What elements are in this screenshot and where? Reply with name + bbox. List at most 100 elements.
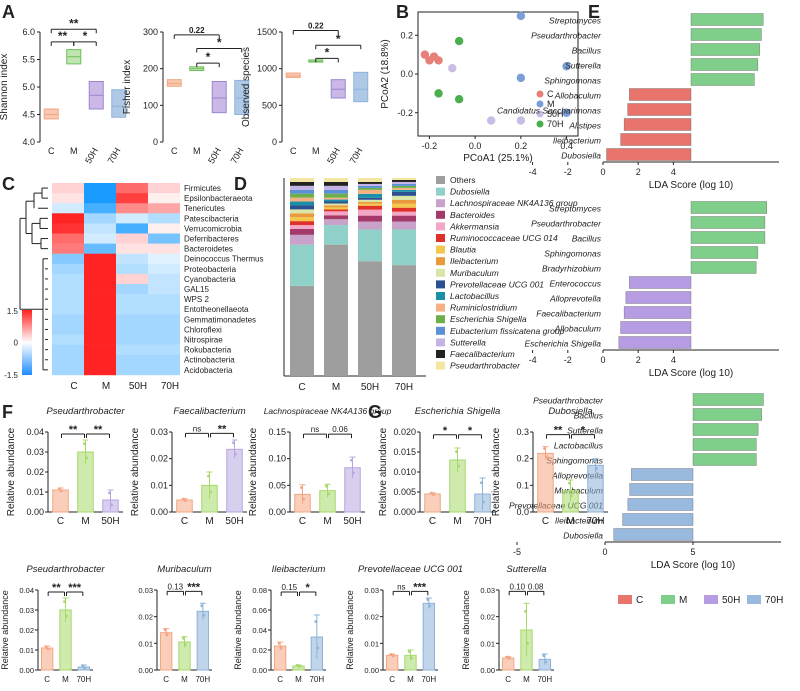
y-tick-label: 0.00 [364,666,379,675]
lda-bar-M [690,261,757,274]
lda-bar-M [690,13,764,26]
legend-label: Ileibacterium [450,256,498,266]
sig-label: ns [311,425,319,434]
point-C [434,56,443,65]
x-tick-label: -0.2 [422,141,438,151]
data-point [182,497,185,501]
data-point [325,484,328,488]
y-tick-label: 0.015 [393,447,416,457]
y-tick-label: 200 [143,64,158,74]
lda-taxon-label: Lactobacillus [554,441,604,451]
y-tick-label: 0 [153,137,158,147]
sig-label: ** [554,425,563,437]
stack-segment [290,193,314,198]
lda-taxon-label: Streptomyces [549,204,602,214]
legend-swatch [436,350,445,358]
x-tick-label: M [205,516,213,527]
heat-col-label: M [102,381,110,392]
lda-taxon-label: Bacillus [572,234,602,244]
x-axis-label: LDA Score (log 10) [649,180,734,191]
y-tick-label: 0.02 [150,454,168,464]
y-tick-label: 0.01 [150,480,168,490]
y-tick-label: 0.1 [516,480,529,490]
lda-taxon-label: Alistipes [568,121,601,131]
data-point [544,660,548,664]
x-tick-label: C [542,516,549,527]
legend-label: C [636,595,643,606]
lda-taxon-label: Ileibacterium [555,516,603,526]
y-tick-label: 0.010 [393,467,416,477]
stack-segment [290,217,314,222]
y-tick-label: 500 [262,100,277,110]
lda-bar-M [690,43,760,56]
bar-C [176,499,193,513]
heat-row-label: Tenericutes [184,204,225,213]
lda-bar-C [623,118,692,131]
lda-bar-C [606,148,692,161]
point-50H [448,63,457,73]
lda-bar-50H [623,306,692,319]
y-tick-label: 0.03 [138,586,153,595]
stack-segment [290,205,314,210]
y-tick-label: 0.03 [480,586,495,595]
lda-bar-M [690,73,755,86]
heat-cell [148,203,180,214]
heat-row-label: Patescibacteria [184,214,239,223]
lda-bar-M [692,408,762,421]
heat-cell [84,354,116,366]
lda-taxon-label: Faecalibacterium [536,309,601,319]
lda-taxon-label: Sphingomonas [544,76,601,86]
lda-taxon-label: Ileibacterium [553,136,601,146]
heat-cell [52,273,84,285]
lda-bar-70H [627,498,694,511]
y-tick-label: 0.2 [516,454,529,464]
legend-label: C [547,89,554,99]
y-tick-label: 0.03 [26,447,44,457]
legend-label: Eubacterium fissicatena group [450,326,565,336]
lda-bar-M [692,438,757,451]
heat-cell [52,243,84,254]
x-tick-label: 70H [76,675,91,684]
heat-cell [148,243,180,254]
y-axis-label: Relative abundance [378,427,389,516]
heat-row-label: Cyanobacteria [184,275,236,284]
y-tick-label: 100 [143,100,158,110]
x-tick-label: M [295,675,302,684]
x-tick-label: 2 [636,167,641,177]
heat-row-label: Epsilonbacteraeota [184,194,253,203]
lda-taxon-label: Pseudarthrobacter [533,396,604,406]
legend-label: Lactobacillus [450,291,500,301]
legend-label: Lachnospiraceae NK4A136 group [450,198,578,208]
sig-label: ** [69,424,78,436]
sig-label: *** [68,582,82,594]
x-tick-label: -2 [564,167,572,177]
x-tick-label: M [70,146,78,156]
legend-swatch [436,222,445,231]
data-point [482,500,485,504]
y-tick-label: 0.00 [138,666,153,675]
data-point [542,654,546,657]
heat-cell [116,334,148,345]
legend-label: Ruminiclostridium [450,303,517,313]
data-point [505,655,509,659]
y-tick-label: 0.08 [252,586,267,595]
lda-taxon-label: Allobaculum [554,91,601,101]
stack-segment [324,225,348,245]
sig-label: * [83,29,88,43]
bar-C [159,632,173,671]
data-point [327,492,330,496]
legend-swatch-50H [704,595,718,604]
stack-segment [392,181,416,184]
data-point [232,441,235,445]
x-tick-label: C [57,516,64,527]
x-tick-label: -5 [513,547,521,557]
data-point [455,450,458,453]
stack-segment [392,207,416,212]
box-50H [211,81,227,114]
legend-swatch-M [536,100,544,108]
heat-cell [52,304,84,315]
lda-taxon-label: Bacillus [574,411,604,421]
lda-bar-70H [631,468,694,481]
stack-segment [358,203,382,206]
